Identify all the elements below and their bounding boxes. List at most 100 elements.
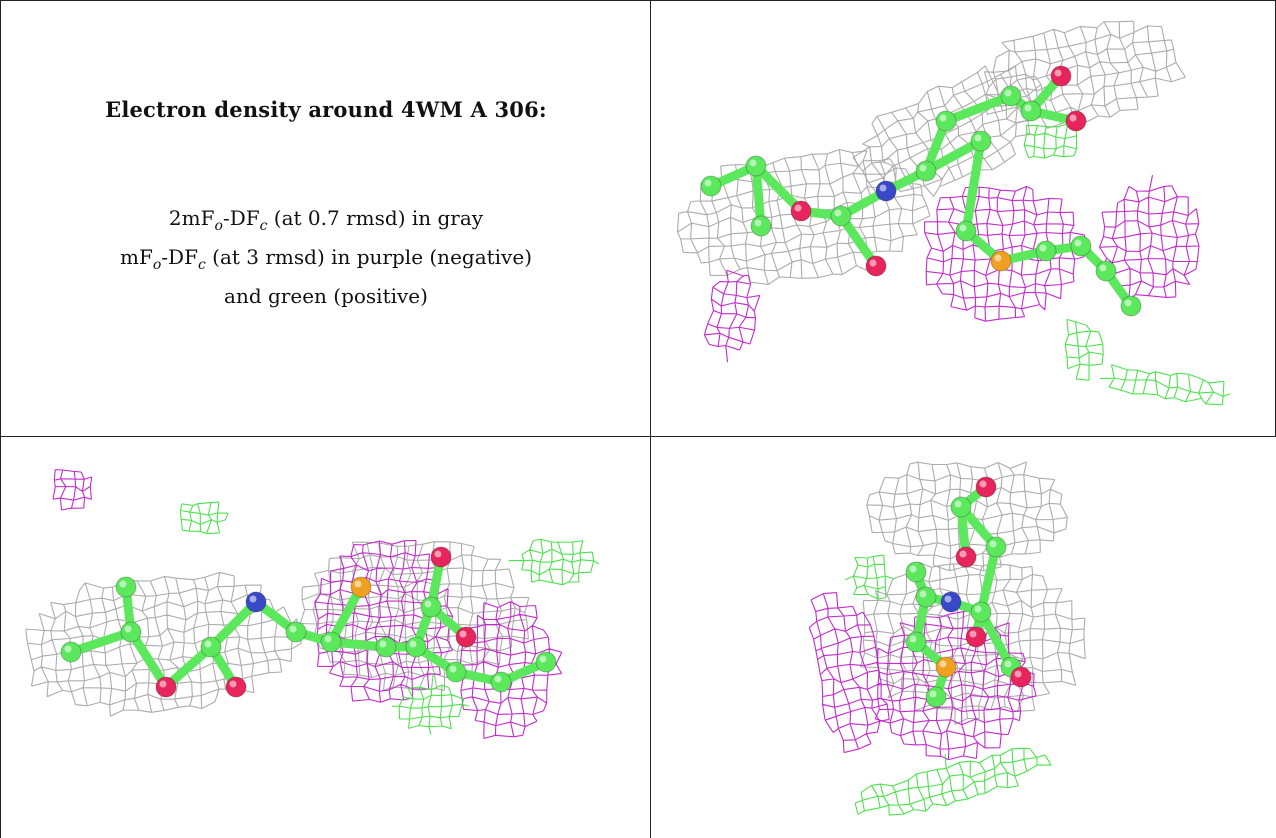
atom-highlight [1039, 244, 1047, 252]
density-view-bottom-right [808, 461, 1086, 816]
atom-highlight [979, 480, 987, 488]
atom-highlight [289, 625, 297, 633]
atom-C [1020, 100, 1042, 122]
mesh-positive [844, 554, 895, 600]
atom-highlight [1004, 89, 1012, 97]
bond [836, 211, 881, 271]
density-view-bottom-left [25, 469, 600, 740]
mesh-negative [52, 469, 93, 511]
bond [126, 627, 171, 692]
mesh-2fofc [25, 571, 302, 717]
atom-highlight [409, 640, 417, 648]
atom-C [1120, 295, 1142, 317]
atom-C [1070, 235, 1092, 257]
atom-highlight [919, 590, 927, 598]
atom-highlight [204, 640, 212, 648]
bond [751, 161, 766, 231]
atom-highlight [159, 680, 167, 688]
atom-C [985, 536, 1007, 558]
atom-O [225, 676, 247, 698]
atom-C [420, 596, 442, 618]
atom-O [955, 546, 977, 568]
bond [751, 161, 806, 216]
atom-C [490, 671, 512, 693]
atom-highlight [539, 655, 547, 663]
atom-O [1010, 666, 1032, 688]
atom-highlight [919, 164, 927, 172]
atom-C [955, 220, 977, 242]
atom-highlight [1074, 239, 1082, 247]
atom-O [790, 200, 812, 222]
atom-highlight [879, 184, 887, 192]
caption-line-colors: and green (positive) [224, 284, 428, 308]
panel-bottom-left [1, 437, 650, 838]
atom-O [975, 476, 997, 498]
bond [921, 136, 986, 176]
atom-highlight [64, 645, 72, 653]
table-border-left [0, 0, 1, 838]
atom-C [915, 586, 937, 608]
atom-highlight [989, 540, 997, 548]
atom-C [115, 576, 137, 598]
atom-highlight [459, 630, 467, 638]
atom-highlight [754, 219, 762, 227]
caption-cell: Electron density around 4WM A 306: 2mFo-… [1, 1, 650, 436]
mesh-positive [508, 538, 600, 586]
atom-C [905, 631, 927, 653]
atom-C [60, 641, 82, 663]
atom-highlight [959, 550, 967, 558]
atom-C [535, 651, 557, 673]
atom-highlight [704, 179, 712, 187]
atom-highlight [834, 209, 842, 217]
mesh-negative [808, 591, 890, 754]
atom-highlight [1054, 69, 1062, 77]
atom-C [915, 160, 937, 182]
density-view-top-right [676, 20, 1231, 406]
atom-highlight [994, 254, 1002, 262]
atom-highlight [249, 595, 257, 603]
atom-C [375, 636, 397, 658]
atom-O [455, 626, 477, 648]
caption-line-2fofc: 2mFo-DFc (at 0.7 rmsd) in gray [168, 206, 484, 234]
ligand-4wm-bottom-left [60, 546, 557, 698]
atom-O [155, 676, 177, 698]
atom-highlight [1004, 660, 1012, 668]
atom-C [1000, 85, 1022, 107]
atom-C [745, 155, 767, 177]
atom-highlight [1099, 264, 1107, 272]
atom-S [350, 576, 372, 598]
panel-bottom-right [651, 437, 1276, 838]
atom-C [905, 561, 927, 583]
atom-O [1050, 65, 1072, 87]
atom-C [925, 686, 947, 708]
atom-highlight [974, 605, 982, 613]
atom-C [120, 621, 142, 643]
atom-highlight [869, 259, 877, 267]
table-border-top [0, 0, 1276, 1]
atom-O [1065, 110, 1087, 132]
atom-highlight [1024, 104, 1032, 112]
atom-N [875, 180, 897, 202]
atom-highlight [124, 625, 132, 633]
atom-highlight [424, 600, 432, 608]
atom-highlight [449, 665, 457, 673]
atom-C [445, 661, 467, 683]
atom-highlight [959, 224, 967, 232]
atom-O [430, 546, 452, 568]
atom-highlight [909, 565, 917, 573]
atom-highlight [324, 635, 332, 643]
atom-S [935, 656, 957, 678]
atom-C [970, 601, 992, 623]
bond [161, 642, 216, 692]
atom-C [750, 215, 772, 237]
atom-N [245, 591, 267, 613]
mesh-positive [1099, 364, 1231, 406]
atom-highlight [939, 660, 947, 668]
atom-highlight [354, 580, 362, 588]
atom-C [830, 205, 852, 227]
atom-highlight [1124, 299, 1132, 307]
mesh-positive [1064, 318, 1104, 381]
ligand-4wm-top-right [700, 65, 1142, 317]
mesh-positive [1023, 123, 1078, 159]
atom-highlight [909, 635, 917, 643]
